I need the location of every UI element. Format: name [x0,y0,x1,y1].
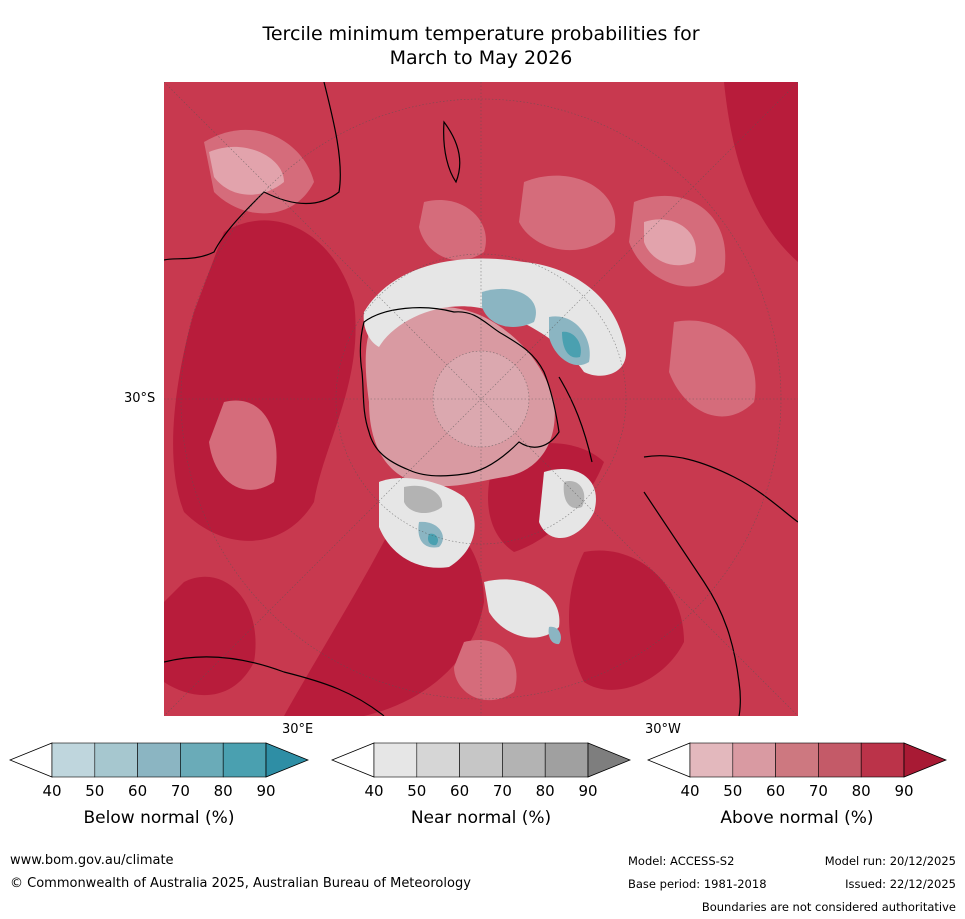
footer-disclaimer: Boundaries are not considered authoritat… [701,900,956,914]
footer-issued: Issued: 22/12/2025 [845,877,956,891]
colorbar-above-tick-60: 60 [766,782,786,800]
longitude-label-30e: 30°E [282,722,314,737]
colorbar-label-near: Near normal (%) [410,808,552,828]
colorbar-above-tick-90: 90 [894,782,914,800]
colorbar-label-above: Above normal (%) [720,808,874,828]
colorbar-above-arrow [903,742,947,778]
colorbar-below-swatch-4 [180,742,224,778]
coastlines [164,82,798,716]
colorbar-above-swatch-1 [689,742,734,778]
colorbar-below-swatch-2 [94,742,138,778]
colorbar-near-swatch-1 [373,742,418,778]
colorbar-below-tick-60: 60 [128,782,148,800]
colorbar-below-arrow [265,742,309,778]
colorbar-near-arrow [587,742,631,778]
footer-url[interactable]: www.bom.gov.au/climate [10,853,174,868]
near-normal-grey-areas [404,481,585,514]
colorbar-above-swatch-3 [775,742,819,778]
above-normal-pale-areas [209,146,696,266]
colorbar-above-tick-40: 40 [680,782,700,800]
colorbar-below-swatches [51,742,267,778]
colorbar-above-tick-80: 80 [851,782,871,800]
colorbar-below-normal [9,742,309,778]
longitude-label-30w: 30°W [645,722,681,737]
colorbar-above-swatch-4 [818,742,862,778]
colorbar-near-tick-80: 80 [535,782,555,800]
colorbar-near-swatch-2 [416,742,460,778]
colorbar-below-tick-90: 90 [256,782,276,800]
colorbar-below-swatch-5 [222,742,267,778]
colorbar-near-swatch-3 [459,742,503,778]
colorbar-below-tick-80: 80 [213,782,233,800]
colorbar-above-tick-50: 50 [723,782,743,800]
probability-map [164,82,798,716]
graticule [164,82,798,716]
colorbar-near-swatch-4 [502,742,546,778]
colorbar-below-swatch-1 [51,742,96,778]
footer-model-run: Model run: 20/12/2025 [824,854,956,868]
title-line-2: March to May 2026 [389,47,573,69]
colorbar-below-swatch-3 [137,742,181,778]
colorbar-above-swatch-2 [732,742,776,778]
footer-copyright: © Commonwealth of Australia 2025, Austra… [10,876,471,891]
colorbar-near-swatches [373,742,589,778]
colorbar-below-tick-50: 50 [85,782,105,800]
colorbar-below-tick-40: 40 [42,782,62,800]
colorbar-above-normal [647,742,947,778]
colorbar-near-tick-60: 60 [450,782,470,800]
colorbar-near-tick-70: 70 [492,782,512,800]
colorbar-label-below: Below normal (%) [83,808,235,828]
colorbar-above-swatches [689,742,905,778]
colorbar-near-normal [331,742,631,778]
below-normal-strong-areas [427,331,581,546]
colorbar-above-swatch-5 [860,742,905,778]
footer-model: Model: ACCESS-S2 [628,854,735,868]
title-line-1: Tercile minimum temperature probabilitie… [262,23,700,45]
colorbar-above-tick-70: 70 [808,782,828,800]
footer-base-period: Base period: 1981-2018 [628,877,767,891]
colorbar-near-tick-90: 90 [578,782,598,800]
colorbar-near-tick-50: 50 [407,782,427,800]
map-title: Tercile minimum temperature probabilitie… [164,22,798,70]
colorbar-near-tick-40: 40 [364,782,384,800]
colorbar-below-tick-70: 70 [170,782,190,800]
latitude-label-30s: 30°S [124,391,156,406]
colorbar-near-swatch-5 [544,742,589,778]
